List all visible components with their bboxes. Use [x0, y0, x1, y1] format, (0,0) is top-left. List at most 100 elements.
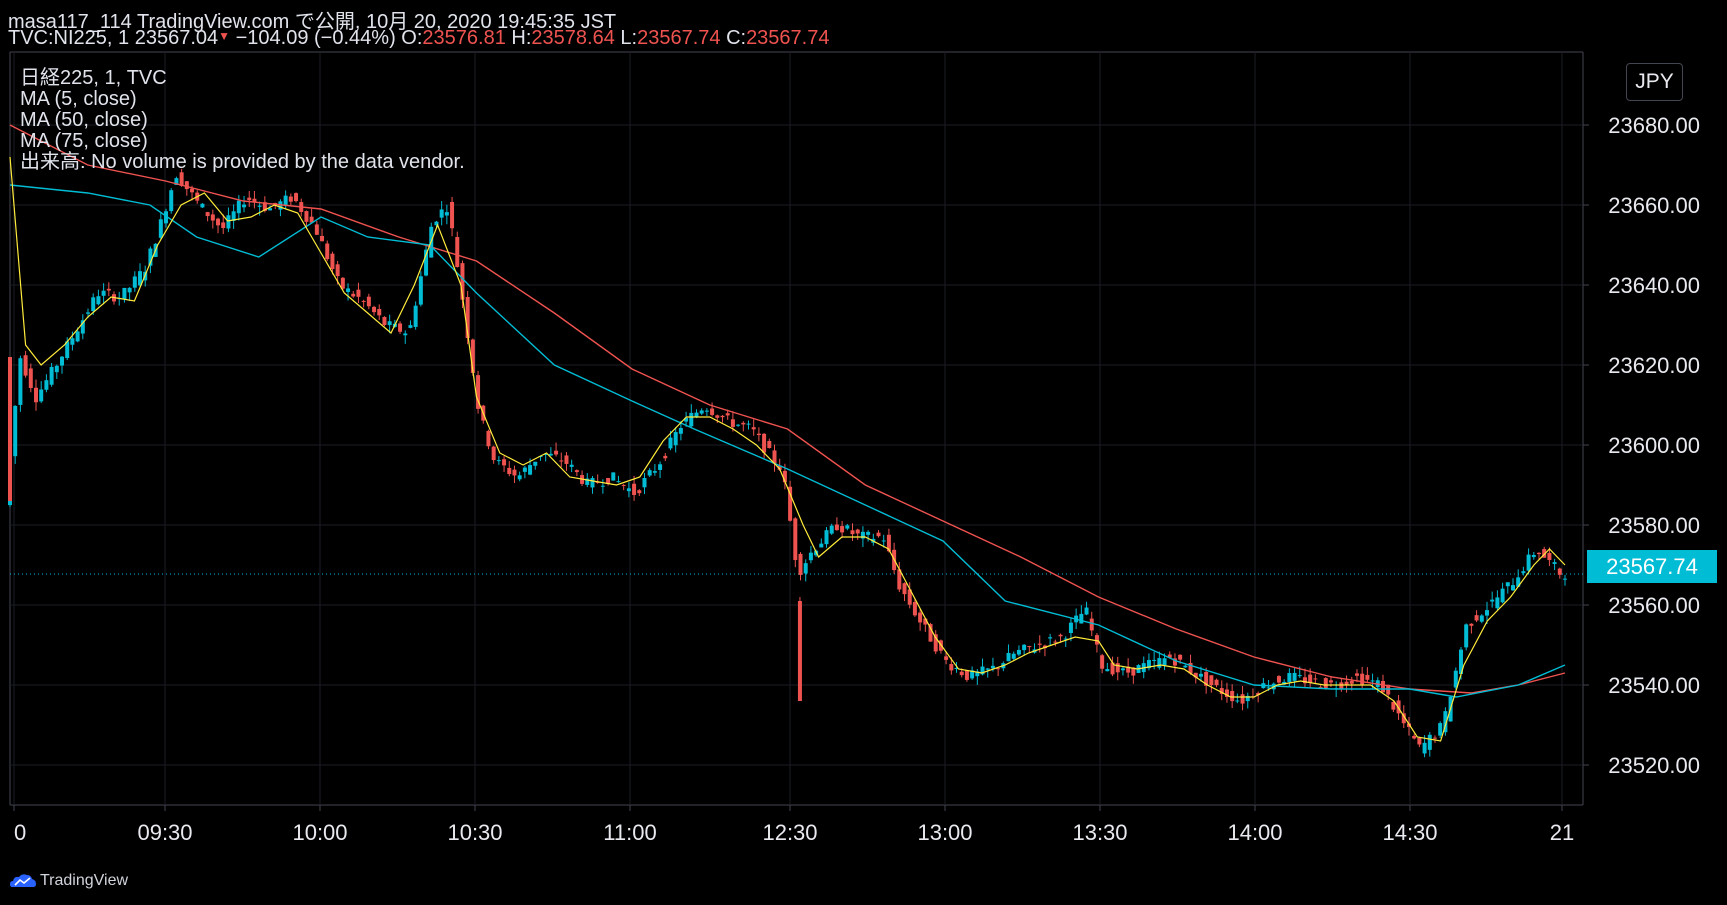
candle-body	[637, 490, 642, 494]
candle-body	[543, 453, 548, 455]
candle-body	[1162, 658, 1167, 666]
candle-body	[1266, 687, 1271, 689]
candle-body	[1183, 665, 1188, 668]
candle-body	[1318, 686, 1323, 688]
candle-body	[611, 472, 616, 481]
candle-body	[782, 470, 787, 483]
candle-body	[1349, 680, 1354, 684]
candle-body	[1500, 588, 1505, 603]
publish-line: masa117_114 TradingView.com で公開, 10月 20,…	[8, 11, 617, 33]
candle-body	[1224, 689, 1229, 697]
candle-body	[741, 422, 746, 425]
candle-body	[49, 366, 54, 385]
candle-body	[34, 387, 39, 403]
candle-body	[1058, 634, 1063, 637]
candle-body	[39, 389, 44, 402]
candle-body	[730, 419, 735, 427]
candle-body	[1297, 675, 1302, 677]
candle-body	[1198, 673, 1203, 677]
candle-body	[845, 525, 850, 529]
close-label: C:	[726, 27, 747, 49]
candle-body	[1516, 577, 1521, 587]
candle-body	[1484, 610, 1489, 616]
candle-body	[236, 200, 241, 214]
candle-body	[361, 300, 366, 302]
candle-body	[122, 287, 127, 300]
candle-body	[1022, 644, 1027, 651]
candle-body	[1188, 662, 1193, 674]
candle-body	[247, 197, 252, 201]
candle-body	[470, 339, 475, 373]
down-arrow-icon: ▼	[218, 29, 231, 43]
candle-body	[517, 475, 522, 480]
candle-body	[1230, 690, 1235, 702]
candle-body	[13, 405, 18, 457]
candle-body	[340, 277, 345, 289]
candle-body	[283, 195, 288, 206]
candle-body	[850, 530, 855, 535]
y-tick-label: 23520.00	[1608, 753, 1700, 778]
candle-body	[1490, 599, 1495, 602]
current-price-badge: 23567.74	[1587, 550, 1717, 583]
candle-body	[366, 296, 371, 307]
candle-body	[512, 469, 517, 476]
tradingview-logo[interactable]: TradingView	[10, 870, 128, 892]
candle-body	[242, 204, 247, 208]
candle-body	[1089, 618, 1094, 631]
candle-body	[912, 602, 917, 616]
candle-body	[335, 264, 340, 277]
high-label: H:	[511, 27, 532, 49]
candle-body	[314, 224, 319, 235]
candle-body	[1531, 554, 1536, 558]
candle-body	[450, 201, 455, 229]
candle-body	[1146, 660, 1151, 669]
legend-volume[interactable]: 出来高: No volume is provided by the data v…	[20, 151, 465, 173]
y-tick-label: 23600.00	[1608, 433, 1700, 458]
candle-body	[980, 666, 985, 675]
candle-body	[658, 464, 663, 470]
currency-button[interactable]: JPY	[1626, 63, 1683, 101]
legend-ma75[interactable]: MA (75, close)	[20, 130, 148, 152]
candle-body	[398, 323, 403, 332]
candle-body	[1396, 700, 1401, 714]
candle-body	[715, 415, 720, 418]
low-value: 23567.74	[637, 27, 721, 49]
candle-body	[190, 188, 195, 193]
candle-body	[834, 524, 839, 531]
y-tick-label: 23580.00	[1608, 513, 1700, 538]
candle-body	[1422, 742, 1427, 754]
candle-body	[1120, 668, 1125, 671]
y-tick-label: 23620.00	[1608, 353, 1700, 378]
legend-title[interactable]: 日経225, 1, TVC	[20, 67, 167, 89]
candle-body	[496, 460, 501, 462]
candle-body	[164, 211, 169, 224]
candle-body	[1063, 638, 1068, 640]
ma50-line	[9, 184, 1566, 698]
candle-body	[1526, 554, 1531, 571]
candle-body	[746, 423, 751, 425]
candle-body	[1115, 663, 1120, 673]
candle-body	[1209, 675, 1214, 686]
candle-body	[585, 478, 590, 485]
candle-body	[1178, 654, 1183, 660]
candle-body	[668, 437, 673, 449]
candle-body	[860, 531, 865, 539]
candle-body	[554, 450, 559, 455]
candle-body	[382, 316, 387, 326]
candle-body	[424, 249, 429, 276]
candle-body	[486, 430, 491, 447]
legend-ma5[interactable]: MA (5, close)	[20, 88, 137, 110]
candle-body	[1521, 571, 1526, 574]
candle-body	[330, 253, 335, 270]
legend-ma50[interactable]: MA (50, close)	[20, 109, 148, 131]
publish-info: masa117_114 TradingView.com で公開, 10月 20,…	[8, 5, 616, 34]
candle-body	[28, 368, 33, 388]
candle-body	[444, 212, 449, 216]
candle-body	[138, 271, 143, 286]
candle-body	[1563, 578, 1567, 580]
candle-body	[1110, 662, 1115, 675]
candle-body	[1557, 568, 1562, 575]
candle-body	[1053, 641, 1058, 643]
candle-body	[1370, 680, 1375, 682]
